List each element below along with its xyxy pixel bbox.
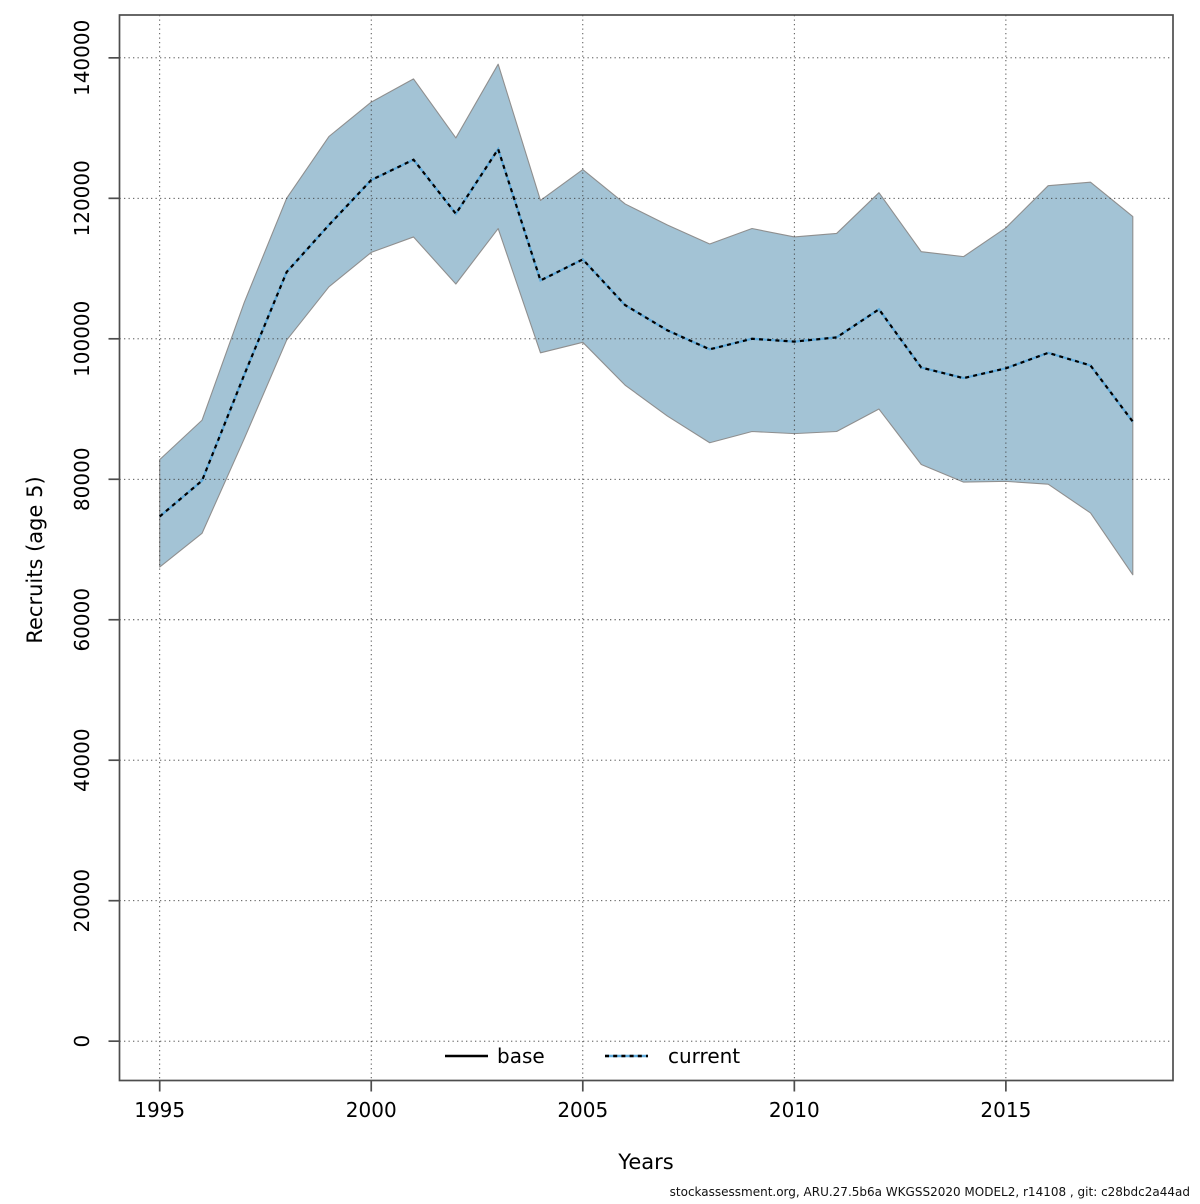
- x-tick-label: 2010: [769, 1098, 820, 1122]
- y-tick-label: 100000: [70, 301, 94, 377]
- y-tick-label: 120000: [70, 160, 94, 236]
- y-tick-label: 40000: [70, 728, 94, 792]
- y-tick-label: 0: [70, 1035, 94, 1048]
- series-layer: [158, 146, 1134, 518]
- confidence-band-layer: [159, 63, 1134, 576]
- legend-label-base: base: [497, 1044, 545, 1068]
- y-tick-label: 60000: [70, 588, 94, 652]
- y-tick-label: 80000: [70, 447, 94, 511]
- x-tick-label: 2015: [980, 1098, 1031, 1122]
- footer-text: stockassessment.org, ARU.27.5b6a WKGSS20…: [670, 1185, 1190, 1199]
- axis-frame-layer: [108, 14, 1174, 1092]
- y-axis-title: Recruits (age 5): [23, 476, 47, 643]
- gridline-layer: [119, 15, 1173, 1081]
- x-tick-label: 1995: [134, 1098, 185, 1122]
- plot-border: [118, 14, 1174, 1082]
- x-tick-label: 2005: [557, 1098, 608, 1122]
- legend-label-current: current: [668, 1044, 740, 1068]
- y-tick-label: 20000: [70, 869, 94, 933]
- current-line-dashes: [158, 146, 1134, 518]
- confidence-band: [159, 63, 1134, 576]
- tick-label-layer: 1995 2000 2005 2010 2015 0 20000 40000 60000 8000…: [70, 20, 1031, 1122]
- y-tick-label: 140000: [70, 20, 94, 96]
- x-tick-label: 2000: [346, 1098, 397, 1122]
- x-axis-title: Years: [617, 1150, 673, 1174]
